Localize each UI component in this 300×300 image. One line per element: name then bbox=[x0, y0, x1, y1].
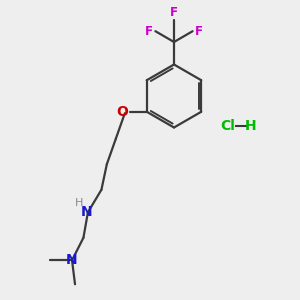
Text: O: O bbox=[116, 105, 128, 119]
Text: F: F bbox=[145, 25, 153, 38]
Text: H: H bbox=[245, 119, 256, 133]
Text: N: N bbox=[81, 205, 92, 219]
Text: Cl: Cl bbox=[220, 119, 236, 133]
Text: F: F bbox=[170, 6, 178, 19]
Text: N: N bbox=[66, 253, 78, 267]
Text: H: H bbox=[75, 198, 84, 208]
Text: F: F bbox=[195, 25, 203, 38]
